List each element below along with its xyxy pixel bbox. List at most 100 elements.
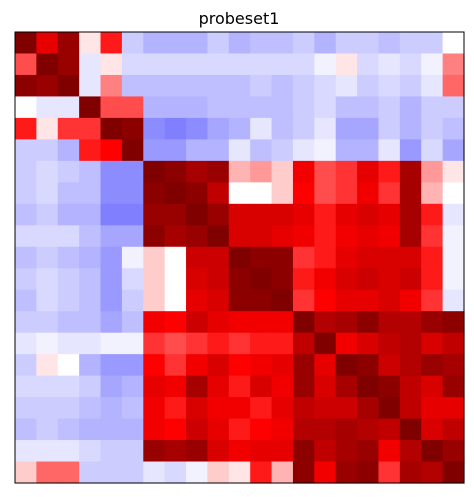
- heatmap-cell: [143, 96, 166, 119]
- heatmap-cell: [228, 225, 251, 248]
- heatmap-cell: [357, 418, 380, 441]
- heatmap-cell: [399, 332, 422, 355]
- heatmap-cell: [335, 74, 358, 98]
- heatmap-cell: [207, 461, 230, 484]
- heatmap-cell: [228, 289, 251, 312]
- heatmap-cell: [292, 268, 315, 291]
- heatmap-cell: [57, 375, 80, 398]
- heatmap-cell: [271, 461, 294, 484]
- heatmap-cell: [143, 53, 166, 76]
- heatmap-cell: [314, 96, 337, 119]
- heatmap-cell: [292, 418, 315, 441]
- heatmap-cell: [271, 418, 294, 441]
- heatmap-cell: [143, 332, 166, 355]
- heatmap-cell: [100, 332, 123, 355]
- heatmap-cell: [357, 203, 380, 226]
- heatmap-cell: [100, 375, 123, 398]
- heatmap-cell: [442, 311, 465, 334]
- heatmap-cell: [250, 354, 273, 377]
- heatmap-cell: [378, 332, 401, 355]
- heatmap-cell: [57, 461, 80, 484]
- heatmap-cell: [79, 96, 102, 119]
- heatmap-cell: [442, 397, 465, 420]
- heatmap-cell: [79, 332, 102, 355]
- heatmap-cell: [357, 375, 380, 398]
- heatmap-cell: [228, 418, 251, 441]
- heatmap-cell: [421, 117, 444, 140]
- heatmap-cell: [378, 74, 401, 98]
- heatmap-cell: [57, 117, 80, 140]
- heatmap-cell: [292, 32, 315, 55]
- heatmap-cell: [271, 74, 294, 98]
- heatmap-cell: [292, 139, 315, 162]
- heatmap-cell: [36, 246, 59, 269]
- heatmap-cell: [399, 418, 422, 441]
- heatmap-cell: [228, 332, 251, 355]
- heatmap-cell: [121, 160, 144, 183]
- heatmap-cell: [121, 268, 144, 291]
- heatmap-cell: [314, 225, 337, 248]
- heatmap-cell: [15, 375, 37, 398]
- heatmap-cell: [36, 225, 59, 248]
- heatmap-cell: [36, 440, 59, 463]
- heatmap-cell: [164, 96, 187, 119]
- heatmap-cell: [442, 246, 465, 269]
- heatmap-cell: [335, 440, 358, 463]
- heatmap-cell: [442, 418, 465, 441]
- heatmap-cell: [121, 117, 144, 140]
- heatmap-cell: [207, 268, 230, 291]
- heatmap-cell: [186, 246, 209, 269]
- heatmap-cell: [399, 246, 422, 269]
- heatmap-cell: [15, 139, 37, 162]
- heatmap-cell: [271, 53, 294, 76]
- heatmap-cell: [57, 32, 80, 55]
- heatmap-cell: [335, 397, 358, 420]
- heatmap-cell: [207, 203, 230, 226]
- heatmap-cell: [57, 397, 80, 420]
- heatmap-cell: [292, 182, 315, 205]
- heatmap-cell: [271, 32, 294, 55]
- heatmap-cell: [121, 182, 144, 205]
- heatmap-cell: [186, 203, 209, 226]
- heatmap-cell: [121, 375, 144, 398]
- heatmap-cell: [314, 397, 337, 420]
- heatmap-cell: [36, 74, 59, 98]
- heatmap-cell: [121, 53, 144, 76]
- heatmap-cell: [378, 397, 401, 420]
- heatmap-cell: [442, 32, 465, 55]
- heatmap-cell: [15, 268, 37, 291]
- heatmap-cell: [164, 354, 187, 377]
- heatmap-cell: [250, 74, 273, 98]
- heatmap-cell: [228, 32, 251, 55]
- heatmap-cell: [442, 225, 465, 248]
- heatmap-cell: [186, 139, 209, 162]
- heatmap-cell: [421, 268, 444, 291]
- heatmap-cell: [335, 117, 358, 140]
- heatmap-cell: [100, 311, 123, 334]
- heatmap-cell: [186, 160, 209, 183]
- heatmap-cell: [271, 332, 294, 355]
- heatmap-cell: [357, 160, 380, 183]
- heatmap-cell: [143, 311, 166, 334]
- heatmap-cell: [121, 246, 144, 269]
- heatmap-cell: [335, 53, 358, 76]
- heatmap-cell: [57, 332, 80, 355]
- heatmap-cell: [186, 74, 209, 98]
- heatmap-cell: [36, 418, 59, 441]
- heatmap-cell: [143, 32, 166, 55]
- heatmap-cell: [314, 160, 337, 183]
- heatmap-cell: [164, 332, 187, 355]
- heatmap-cell: [164, 139, 187, 162]
- heatmap-cell: [57, 268, 80, 291]
- heatmap-cell: [79, 53, 102, 76]
- heatmap-cell: [36, 375, 59, 398]
- heatmap-cell: [357, 440, 380, 463]
- heatmap-cell: [100, 74, 123, 98]
- heatmap-cell: [250, 182, 273, 205]
- heatmap-cell: [442, 96, 465, 119]
- heatmap-cell: [314, 53, 337, 76]
- heatmap-cell: [121, 225, 144, 248]
- heatmap-cell: [100, 32, 123, 55]
- heatmap-cell: [314, 139, 337, 162]
- heatmap-cell: [292, 332, 315, 355]
